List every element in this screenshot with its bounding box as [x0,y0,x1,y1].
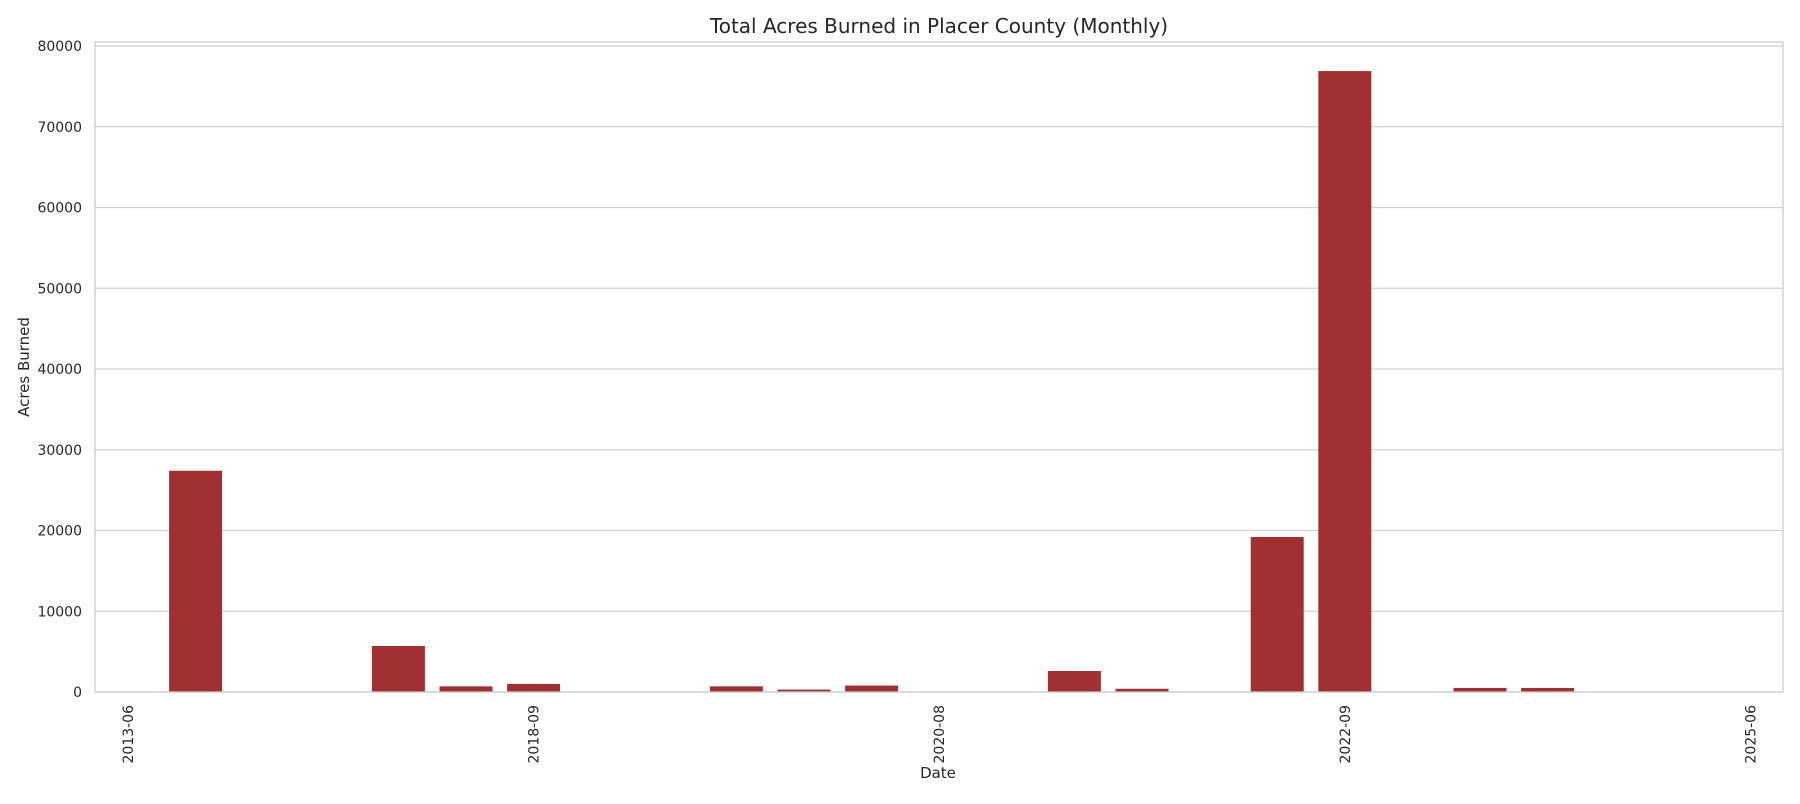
bar [1318,71,1372,693]
y-tick-label: 50000 [37,281,82,297]
x-tick-label: 2025-06 [1743,705,1759,764]
bar [777,689,831,692]
y-tick-label: 20000 [37,524,82,540]
chart-title: Total Acres Burned in Placer County (Mon… [709,14,1168,38]
y-tick-label: 10000 [37,604,82,620]
bar [1115,688,1169,692]
y-tick-label: 40000 [37,362,82,378]
y-tick-label: 80000 [37,39,82,55]
y-tick-label: 0 [73,685,82,701]
x-tick-label: 2013-06 [121,705,137,764]
x-tick-label: 2022-09 [1338,705,1354,764]
bar [845,685,899,692]
bar [169,470,223,692]
y-tick-label: 30000 [37,443,82,459]
bar [1453,687,1507,692]
bar [1250,536,1304,692]
bar [507,683,561,692]
bars [169,71,1575,693]
x-axis-ticks: 2013-06 2018-09 2020-08 2022-09 2025-06 [121,705,1759,764]
y-axis-ticks: 0 10000 20000 30000 40000 50000 60000 70000 8000… [37,39,82,701]
plot-frame [94,41,1784,693]
y-tick-label: 70000 [37,120,82,136]
bar [709,686,763,692]
bar [1047,671,1101,692]
grid-lines [95,45,1783,693]
y-axis-label: Acres Burned [15,317,33,417]
x-axis-label: Date [920,764,956,782]
bar [1521,687,1575,692]
bar [439,686,493,692]
y-tick-label: 60000 [37,201,82,217]
bar [371,645,425,692]
x-tick-label: 2018-09 [527,705,543,764]
x-tick-label: 2020-08 [932,705,948,764]
